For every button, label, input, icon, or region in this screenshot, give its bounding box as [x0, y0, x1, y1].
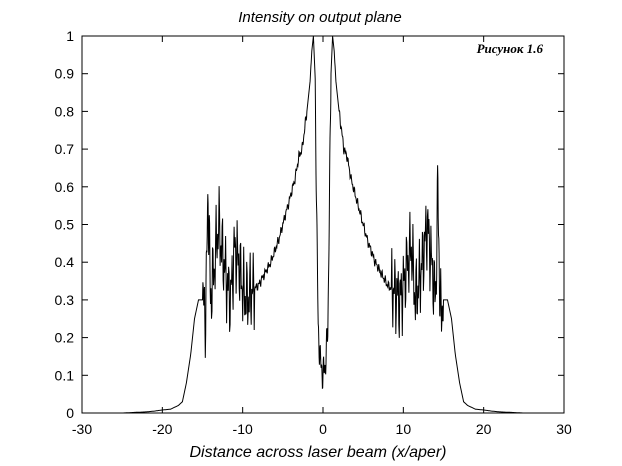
y-tick-label: 0.5: [55, 217, 75, 233]
intensity-line: [122, 35, 524, 414]
y-tick-label: 0.4: [55, 254, 75, 270]
y-tick-labels: 0 0.1 0.2 0.3 0.4 0.5 0.6 0.7 0.8 0.9 1: [55, 28, 75, 421]
y-tick-label: 0.2: [55, 330, 75, 346]
y-tick-label: 0.9: [55, 66, 75, 82]
y-tick-label: 0.8: [55, 103, 75, 119]
y-tick-label: 0: [66, 405, 74, 421]
x-tick-label: -30: [72, 421, 92, 437]
y-tick-label: 0.6: [55, 179, 75, 195]
y-tick-label: 0.1: [55, 367, 75, 383]
y-tick-label: 1: [66, 28, 74, 44]
plot-area-frame: [81, 35, 565, 414]
x-tick-labels: -30 -20 -10 0 10 20 30: [72, 421, 572, 437]
x-tick-label: -10: [233, 421, 253, 437]
chart-title: Intensity on output plane: [238, 9, 401, 26]
x-tick-label: -20: [152, 421, 172, 437]
y-tick-label: 0.3: [55, 292, 75, 308]
x-axis-label: Distance across laser beam (x/aper): [190, 444, 447, 461]
y-tick-label: 0.7: [55, 141, 75, 157]
x-tick-label: 10: [396, 421, 412, 437]
x-tick-label: 0: [319, 421, 327, 437]
x-tick-label: 20: [476, 421, 492, 437]
figure-annotation: Рисунок 1.6: [477, 41, 544, 56]
x-tick-label: 30: [556, 421, 572, 437]
